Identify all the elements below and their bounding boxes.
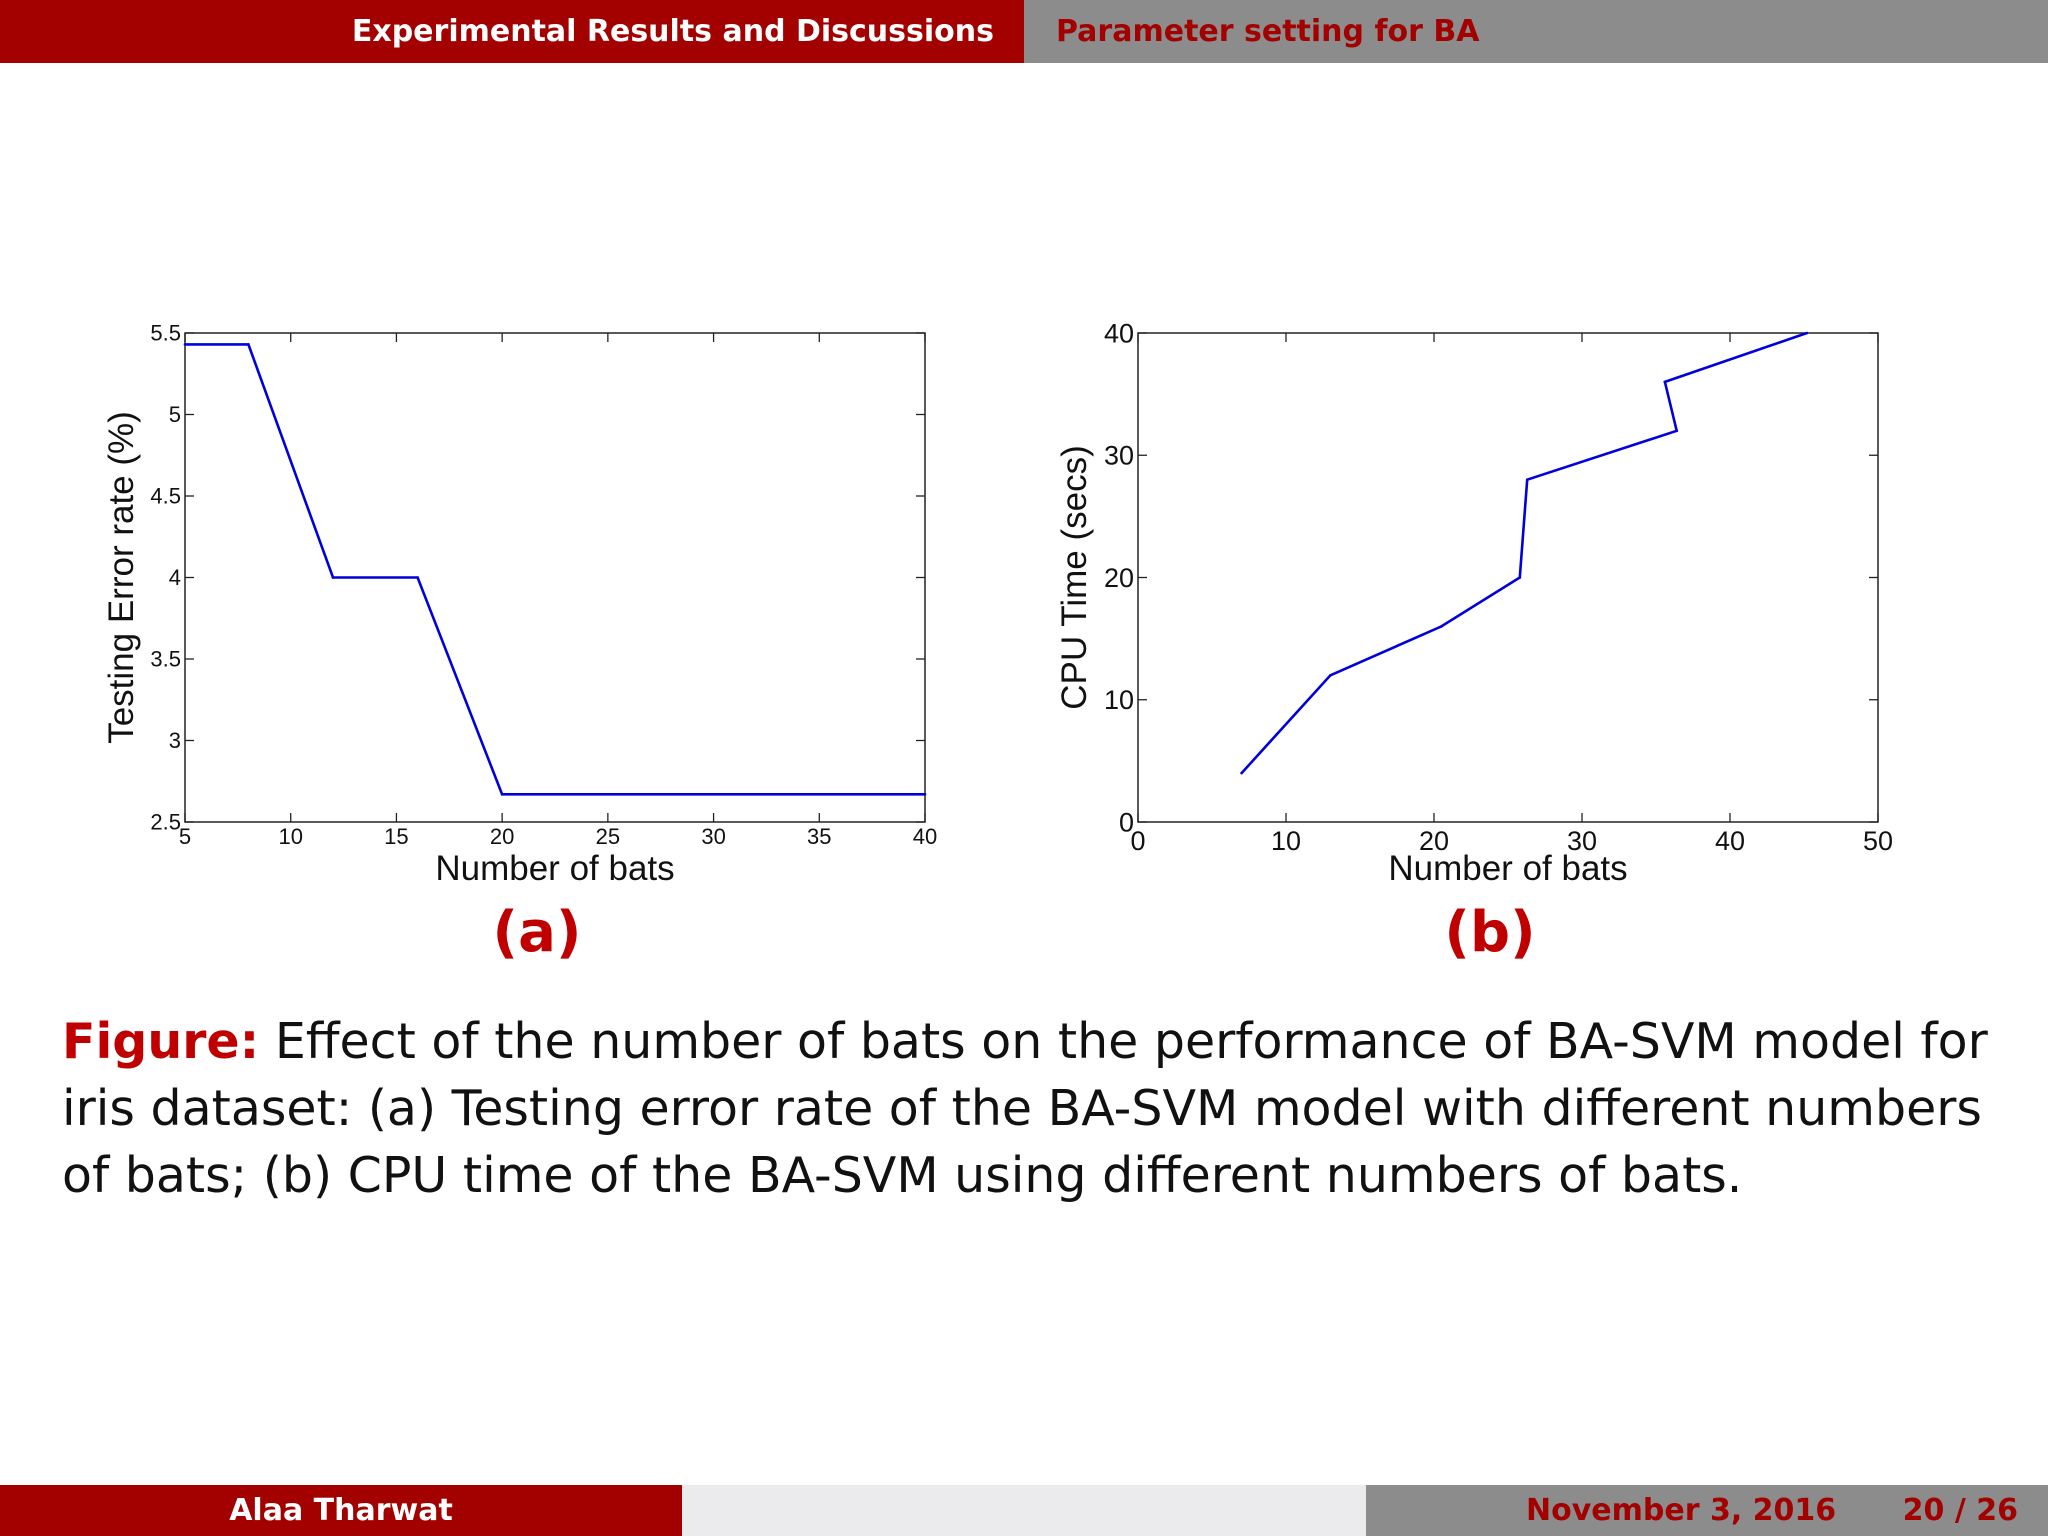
figure-caption: Figure: Effect of the number of bats on … <box>62 1008 1997 1209</box>
chart-1-x-tick-label: 50 <box>1863 826 1893 856</box>
header-subsection-title[interactable]: Parameter setting for BA <box>1056 14 1480 49</box>
chart-0-y-tick-label: 5.5 <box>150 321 181 346</box>
chart-1-y-tick-label: 0 <box>1119 807 1134 837</box>
chart-0-y-axis-label: Testing Error rate (%) <box>102 411 141 744</box>
footer-author: Alaa Tharwat <box>229 1493 453 1528</box>
footer-date: November 3, 2016 <box>1526 1493 1837 1528</box>
chart-0-x-tick-label: 15 <box>384 824 408 849</box>
chart-1-data-point <box>1329 674 1332 677</box>
chart-1-data-point <box>1518 576 1522 579</box>
chart-1-plot-frame <box>1137 332 1879 823</box>
chart-1-series-line <box>1240 331 1808 774</box>
chart-0-x-tick-label: 40 <box>913 824 937 849</box>
chart-0-y-tick-label: 3 <box>169 728 181 753</box>
chart-1-x-tick-label: 40 <box>1715 826 1745 856</box>
caption-text: Effect of the number of bats on the perf… <box>62 1013 1988 1204</box>
chart-0-x-tick-label: 25 <box>596 824 620 849</box>
chart-1-data-point <box>1663 380 1667 384</box>
chart-0-y-tick-label: 3.5 <box>150 647 181 672</box>
chart-0-x-tick-label: 30 <box>701 824 725 849</box>
chart-0-series-line <box>185 343 925 796</box>
chart-0-y-tick-label: 4.5 <box>150 484 181 509</box>
chart-0-data-point <box>923 792 927 796</box>
chart-0-x-tick-label: 35 <box>807 824 831 849</box>
chart-1-y-tick-label: 40 <box>1104 318 1134 348</box>
chart-0-y-tick-label: 2.5 <box>150 810 181 835</box>
chart-1-data-point <box>1675 429 1679 433</box>
chart-1-data-point <box>1805 331 1809 335</box>
chart-0-x-tick-label: 20 <box>490 824 514 849</box>
chart-0-y-tick-label: 4 <box>169 565 181 590</box>
chart-0-data-point <box>331 576 335 579</box>
chart-0-plot-frame <box>184 332 926 823</box>
header-subsection-bar: Parameter setting for BA <box>1024 0 2048 63</box>
chart-b-svg: 0 10 20 30 40 50 0 10 20 30 40 Number of bats CPU Ti… <box>1055 318 1893 888</box>
caption-prefix: Figure: <box>62 1013 260 1070</box>
chart-1-x-axis-label: Number of bats <box>1388 849 1627 888</box>
chart-b: 0 10 20 30 40 50 0 10 20 30 40 Number of bats CPU Ti… <box>1050 300 1910 900</box>
chart-0-data-point <box>500 792 504 796</box>
panel-label-b: (b) <box>1444 900 1536 965</box>
chart-0-data-point <box>183 343 187 346</box>
chart-a: 5 10 15 20 25 30 35 40 2.5 3 3.5 4 4.5 5 5.5 Number of … <box>100 300 960 900</box>
chart-1-x-tick-label: 20 <box>1419 826 1449 856</box>
chart-0-x-axis-label: Number of bats <box>435 849 674 888</box>
footer-author-bar: Alaa Tharwat <box>0 1485 682 1536</box>
header-section-bar: Experimental Results and Discussions <box>0 0 1024 63</box>
header-section-title[interactable]: Experimental Results and Discussions <box>351 14 994 49</box>
footer-title-bar <box>682 1485 1366 1536</box>
chart-1-y-tick-label: 30 <box>1104 441 1134 471</box>
chart-1-data-point <box>1240 771 1243 775</box>
chart-0-x-tick-label: 10 <box>278 824 302 849</box>
footer-date-bar: November 3, 2016 20 / 26 <box>1366 1485 2048 1536</box>
chart-1-x-tick-label: 10 <box>1271 826 1301 856</box>
chart-1-y-axis-label: CPU Time (secs) <box>1055 445 1094 709</box>
chart-1-y-tick-label: 20 <box>1104 563 1134 593</box>
chart-1-x-tick-label: 0 <box>1130 826 1145 856</box>
chart-0-x-tick-label: 5 <box>179 824 191 849</box>
chart-1-data-point <box>1440 625 1443 628</box>
chart-1-y-tick-label: 10 <box>1104 685 1134 715</box>
chart-0-data-point <box>247 343 250 346</box>
panel-label-a: (a) <box>492 900 582 965</box>
chart-0-data-point <box>416 576 419 579</box>
chart-1-x-tick-label: 30 <box>1567 826 1597 856</box>
chart-a-svg: 5 10 15 20 25 30 35 40 2.5 3 3.5 4 4.5 5 5.5 Number of … <box>102 321 937 888</box>
chart-0-y-tick-label: 5 <box>169 402 181 427</box>
footer-page-number: 20 / 26 <box>1902 1493 2018 1528</box>
chart-1-data-point <box>1525 478 1529 481</box>
